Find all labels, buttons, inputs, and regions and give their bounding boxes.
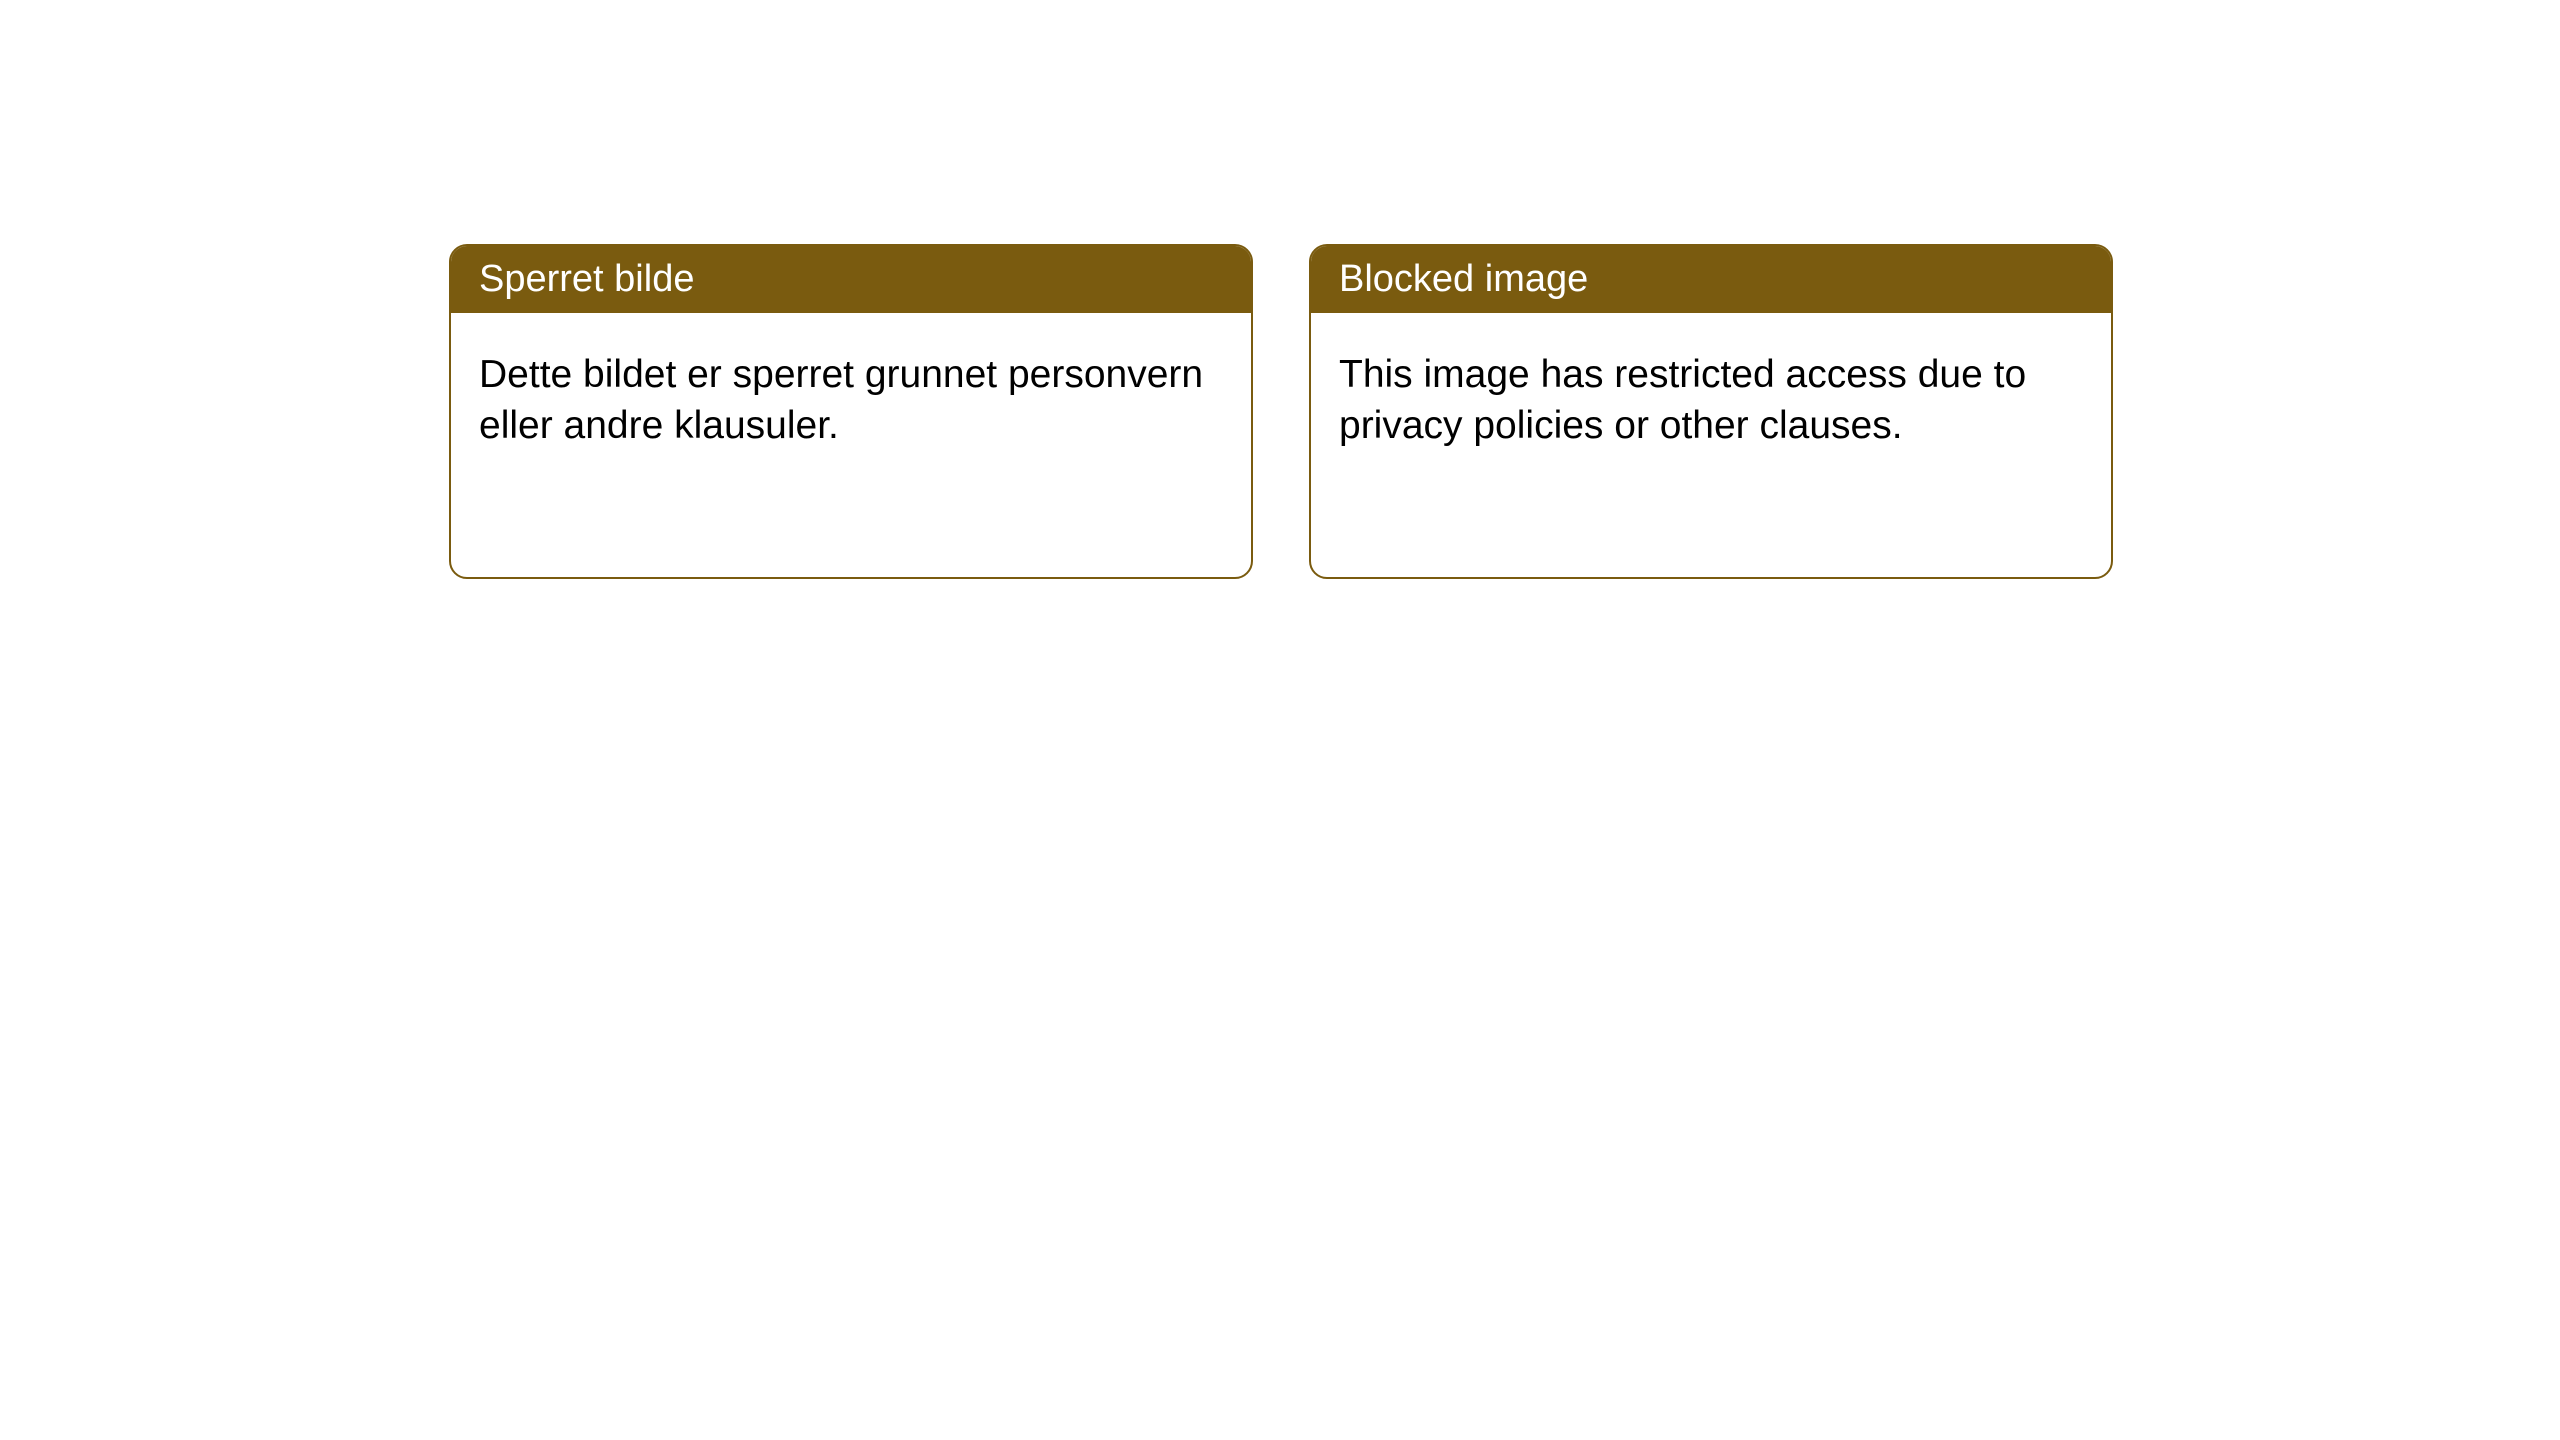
notice-card-norwegian: Sperret bilde Dette bildet er sperret gr… <box>449 244 1253 579</box>
notice-card-body: This image has restricted access due to … <box>1311 313 2111 488</box>
notice-card-title: Sperret bilde <box>451 246 1251 313</box>
notice-card-title: Blocked image <box>1311 246 2111 313</box>
notice-card-english: Blocked image This image has restricted … <box>1309 244 2113 579</box>
notice-card-body: Dette bildet er sperret grunnet personve… <box>451 313 1251 488</box>
notice-container: Sperret bilde Dette bildet er sperret gr… <box>0 0 2560 579</box>
